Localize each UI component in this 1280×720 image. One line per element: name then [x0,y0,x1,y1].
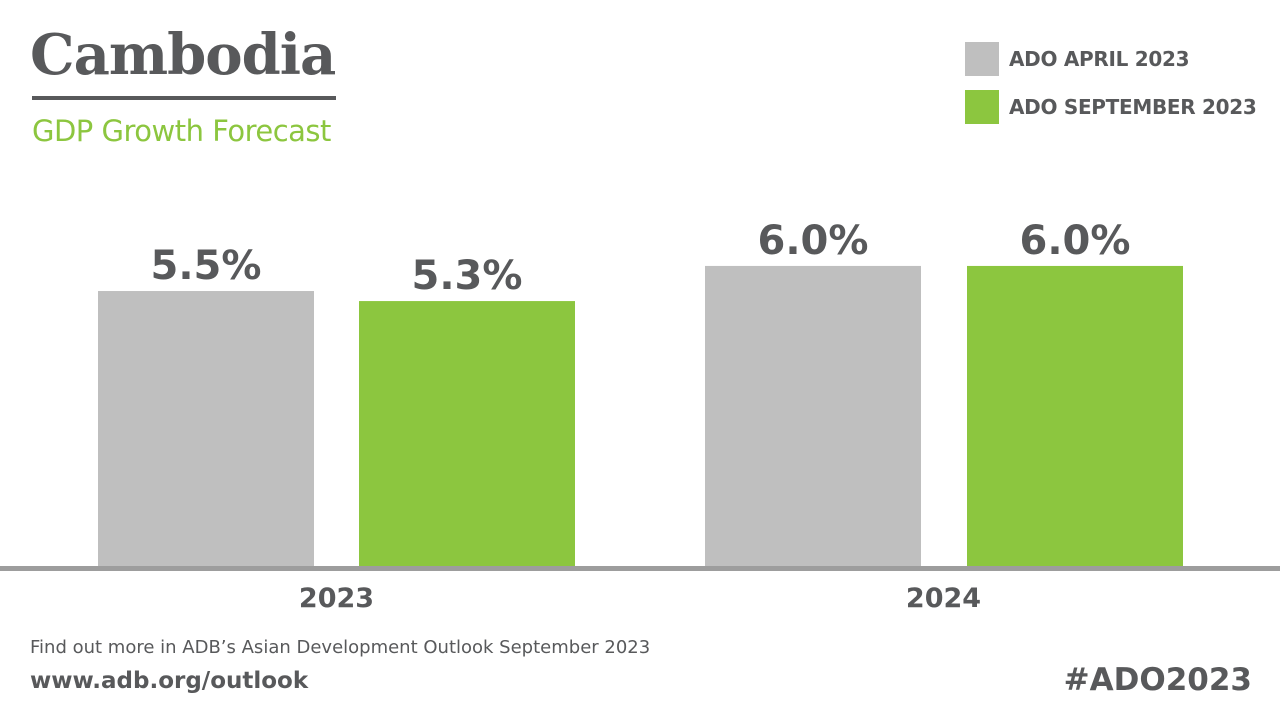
legend-label: ADO SEPTEMBER 2023 [1009,95,1257,119]
bar-2023-0 [98,291,314,567]
x-axis-line [0,566,1280,571]
x-tick-label: 2024 [906,583,981,614]
data-label: 5.3% [412,253,523,299]
data-label: 6.0% [1020,218,1131,264]
footer-url[interactable]: www.adb.org/outlook [30,668,309,694]
subtitle: GDP Growth Forecast [32,114,331,148]
data-label: 5.5% [151,243,262,289]
bar-2024-0 [705,265,921,567]
footer-note: Find out more in ADB’s Asian Development… [30,637,651,658]
page-title: Cambodia [30,22,336,88]
title-underline [32,96,336,100]
legend-label: ADO APRIL 2023 [1009,47,1190,71]
legend-swatch-april [965,42,999,76]
legend-item-september: ADO SEPTEMBER 2023 [965,90,1257,124]
bar-2023-1 [359,301,575,567]
hashtag: #ADO2023 [1063,662,1252,698]
x-tick-label: 2023 [299,583,374,614]
legend-swatch-september [965,90,999,124]
data-label: 6.0% [758,218,869,264]
legend-item-april: ADO APRIL 2023 [965,42,1257,76]
bar-2024-1 [967,265,1183,567]
legend: ADO APRIL 2023 ADO SEPTEMBER 2023 [965,42,1257,138]
